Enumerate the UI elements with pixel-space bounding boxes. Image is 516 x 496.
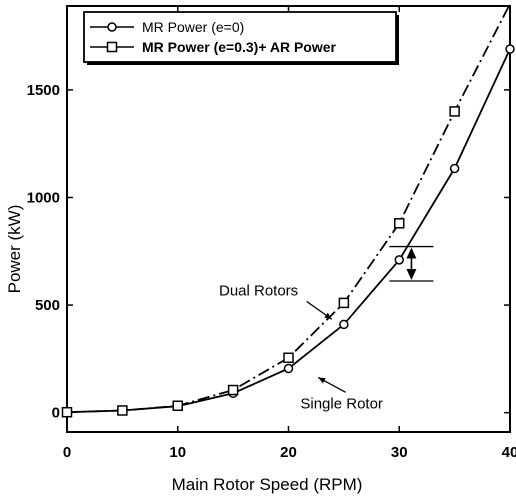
square-marker	[283, 352, 294, 364]
legend-item-1: MR Power (e=0)	[90, 19, 244, 35]
square-marker	[227, 384, 239, 396]
annotation-single-rotor: Single Rotor	[300, 395, 383, 412]
square-marker	[449, 106, 460, 117]
single-rotor-arrow	[317, 376, 346, 393]
circle-marker	[283, 363, 294, 374]
x-axis-title: Main Rotor Speed (RPM)	[172, 475, 363, 494]
annotation-dual-rotors: Dual Rotors	[219, 282, 298, 299]
legend-label: MR Power (e=0.3)+ AR Power	[142, 39, 337, 55]
y-tick-label: 1500	[27, 82, 60, 99]
x-tick-label: 0	[63, 444, 71, 461]
square-marker	[172, 400, 183, 412]
legend-label: MR Power (e=0)	[142, 19, 244, 35]
square-marker	[394, 218, 405, 229]
y-tick-label: 1000	[27, 189, 60, 206]
power-difference-marker	[389, 245, 434, 282]
circle-marker	[339, 319, 349, 330]
legend-square-marker	[106, 41, 118, 53]
x-tick-label: 20	[280, 444, 297, 461]
series-2	[61, 6, 510, 418]
series-line-2	[67, 6, 510, 414]
legend-circle-marker	[107, 22, 117, 32]
y-tick-label: 500	[35, 297, 60, 314]
square-marker	[117, 405, 128, 416]
circle-marker	[505, 44, 515, 54]
dual-rotors-arrow	[306, 300, 333, 320]
square-marker	[338, 297, 350, 309]
y-tick-label: 0	[52, 405, 60, 422]
legend-box	[83, 11, 397, 63]
y-axis-title: Power (kW)	[5, 205, 24, 294]
x-tick-label: 10	[169, 444, 186, 461]
circle-marker	[449, 163, 460, 174]
x-tick-label: 30	[391, 444, 408, 461]
x-tick-label: 40	[502, 444, 516, 461]
legend-item-2: MR Power (e=0.3)+ AR Power	[90, 39, 337, 55]
circle-marker	[394, 255, 404, 265]
square-marker	[61, 406, 73, 418]
